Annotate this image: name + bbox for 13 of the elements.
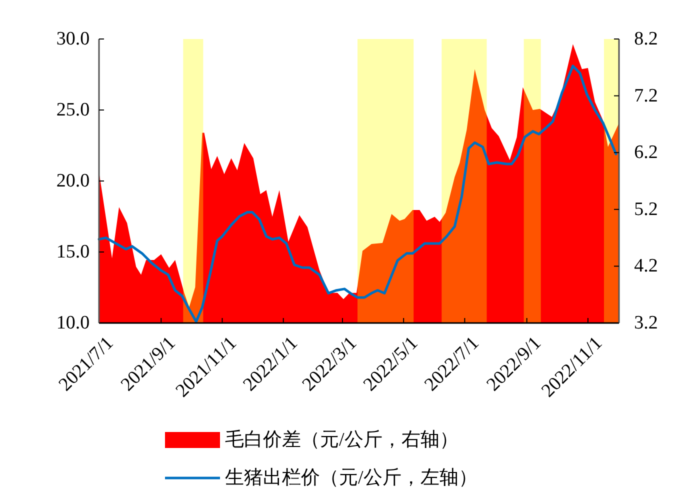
y-tick-label: 30.0 xyxy=(56,28,90,50)
y2-tick-label: 5.2 xyxy=(634,198,658,220)
y2-tick-label: 8.2 xyxy=(634,28,658,50)
y2-tick-label: 3.2 xyxy=(634,312,658,334)
y-tick-label: 20.0 xyxy=(56,170,90,192)
y-tick-label: 10.0 xyxy=(56,312,90,334)
legend-label: 生猪出栏价（元/公斤，左轴） xyxy=(225,468,478,488)
y2-tick-label: 4.2 xyxy=(634,256,658,277)
y2-tick-label: 7.2 xyxy=(634,85,658,106)
y-tick-label: 25.0 xyxy=(56,100,90,120)
y2-tick-label: 6.2 xyxy=(634,142,658,164)
legend-label: 毛白价差（元/公斤，右轴） xyxy=(225,430,458,450)
y-tick-label: 15.0 xyxy=(56,242,90,262)
